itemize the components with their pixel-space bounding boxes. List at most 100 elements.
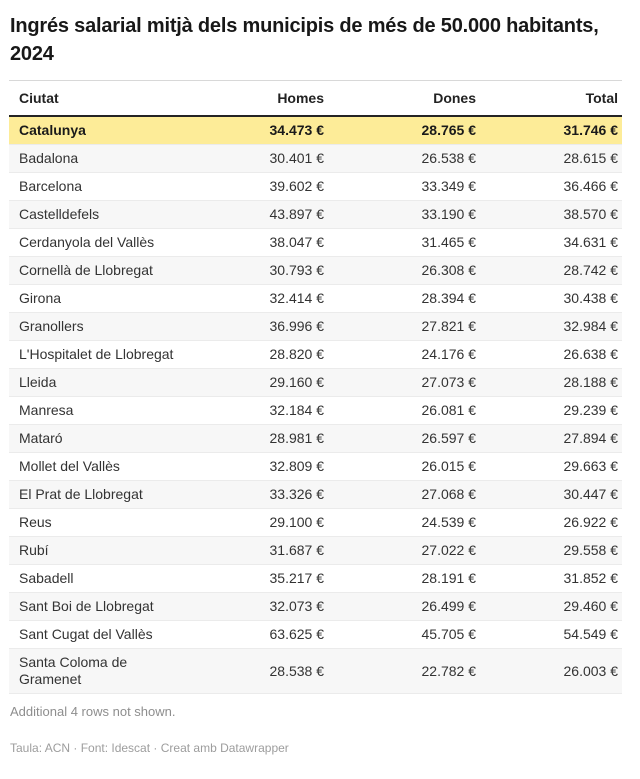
cell-homes: 28.981 €: [184, 424, 328, 453]
cell-homes: 35.217 €: [184, 564, 328, 593]
cell-city: Manresa: [9, 396, 184, 425]
cell-homes: 34.473 €: [184, 116, 328, 145]
table-row: Girona 32.414 €28.394 €30.438 €: [9, 284, 622, 313]
cell-homes: 38.047 €: [184, 228, 328, 257]
table-row: Sabadell 35.217 €28.191 €31.852 €: [9, 564, 622, 593]
table-row: Cerdanyola del Vallès 38.047 €31.465 €34.…: [9, 228, 622, 257]
cell-homes: 30.793 €: [184, 256, 328, 285]
table-row: Badalona 30.401 €26.538 €28.615 €: [9, 144, 622, 173]
cell-city: Sant Cugat del Vallès: [9, 620, 184, 649]
cell-city: Badalona: [9, 144, 184, 173]
cell-homes: 63.625 €: [184, 620, 328, 649]
cell-total: 32.984 €: [480, 312, 622, 341]
cell-dones: 24.539 €: [328, 508, 480, 537]
cell-dones: 28.765 €: [328, 116, 480, 145]
cell-dones: 28.191 €: [328, 564, 480, 593]
cell-city: Rubí: [9, 536, 184, 565]
table-row: Rubí 31.687 €27.022 €29.558 €: [9, 536, 622, 565]
cell-city: Cornellà de Llobregat: [9, 256, 184, 285]
cell-homes: 32.414 €: [184, 284, 328, 313]
cell-city: Mataró: [9, 424, 184, 453]
cell-dones: 28.394 €: [328, 284, 480, 313]
table-row: Mollet del Vallès 32.809 €26.015 €29.663 …: [9, 452, 622, 481]
table-row: Reus 29.100 €24.539 €26.922 €: [9, 508, 622, 537]
rows-not-shown-note: Additional 4 rows not shown.: [10, 704, 176, 719]
table-row: Cornellà de Llobregat 30.793 €26.308 €28.…: [9, 256, 622, 285]
cell-total: 30.447 €: [480, 480, 622, 509]
cell-homes: 33.326 €: [184, 480, 328, 509]
cell-dones: 26.015 €: [328, 452, 480, 481]
table-row: Castelldefels 43.897 €33.190 €38.570 €: [9, 200, 622, 229]
cell-dones: 27.022 €: [328, 536, 480, 565]
cell-total: 26.638 €: [480, 340, 622, 369]
cell-city: Granollers: [9, 312, 184, 341]
cell-dones: 22.782 €: [328, 648, 480, 694]
cell-dones: 33.190 €: [328, 200, 480, 229]
attribution-footer: Taula: ACN · Font: Idescat · Creat amb D…: [10, 741, 289, 755]
cell-dones: 45.705 €: [328, 620, 480, 649]
cell-dones: 27.073 €: [328, 368, 480, 397]
table-row: Manresa 32.184 €26.081 €29.239 €: [9, 396, 622, 425]
cell-city: El Prat de Llobregat: [9, 480, 184, 509]
cell-total: 38.570 €: [480, 200, 622, 229]
cell-total: 29.239 €: [480, 396, 622, 425]
table-row: Barcelona 39.602 €33.349 €36.466 €: [9, 172, 622, 201]
cell-homes: 28.538 €: [184, 648, 328, 694]
cell-homes: 36.996 €: [184, 312, 328, 341]
col-header-total: Total: [480, 80, 622, 117]
cell-homes: 29.100 €: [184, 508, 328, 537]
cell-city: Lleida: [9, 368, 184, 397]
cell-total: 34.631 €: [480, 228, 622, 257]
col-header-homes: Homes: [184, 80, 328, 117]
cell-dones: 26.081 €: [328, 396, 480, 425]
cell-dones: 27.821 €: [328, 312, 480, 341]
col-header-ciutat: Ciutat: [9, 80, 184, 117]
table-row: Sant Boi de Llobregat 32.073 €26.499 €29.…: [9, 592, 622, 621]
col-header-dones: Dones: [328, 80, 480, 117]
cell-city: Reus: [9, 508, 184, 537]
cell-city: Cerdanyola del Vallès: [9, 228, 184, 257]
cell-homes: 30.401 €: [184, 144, 328, 173]
cell-total: 28.615 €: [480, 144, 622, 173]
table-row: Sant Cugat del Vallès 63.625 €45.705 €54.…: [9, 620, 622, 649]
cell-total: 27.894 €: [480, 424, 622, 453]
cell-total: 26.003 €: [480, 648, 622, 694]
cell-dones: 27.068 €: [328, 480, 480, 509]
cell-city: Girona: [9, 284, 184, 313]
cell-total: 31.852 €: [480, 564, 622, 593]
cell-city: Catalunya: [9, 116, 184, 145]
table-row: Catalunya 34.473 €28.765 €31.746 €: [9, 116, 622, 145]
cell-dones: 26.499 €: [328, 592, 480, 621]
cell-total: 29.558 €: [480, 536, 622, 565]
cell-homes: 28.820 €: [184, 340, 328, 369]
cell-dones: 24.176 €: [328, 340, 480, 369]
cell-city: Castelldefels: [9, 200, 184, 229]
cell-total: 28.742 €: [480, 256, 622, 285]
cell-dones: 26.538 €: [328, 144, 480, 173]
cell-homes: 29.160 €: [184, 368, 328, 397]
cell-homes: 32.073 €: [184, 592, 328, 621]
cell-city: Mollet del Vallès: [9, 452, 184, 481]
table-row: El Prat de Llobregat 33.326 €27.068 €30.4…: [9, 480, 622, 509]
cell-total: 29.663 €: [480, 452, 622, 481]
table-row: Mataró 28.981 €26.597 €27.894 €: [9, 424, 622, 453]
cell-city: Sabadell: [9, 564, 184, 593]
cell-city: Santa Coloma de Gramenet: [9, 648, 184, 694]
table-row: Granollers 36.996 €27.821 €32.984 €: [9, 312, 622, 341]
cell-city: L'Hospitalet de Llobregat: [9, 340, 184, 369]
cell-total: 29.460 €: [480, 592, 622, 621]
cell-total: 31.746 €: [480, 116, 622, 145]
salary-table: Ciutat Homes Dones Total Catalunya 34.473…: [9, 80, 622, 694]
cell-total: 30.438 €: [480, 284, 622, 313]
cell-homes: 32.184 €: [184, 396, 328, 425]
cell-dones: 26.597 €: [328, 424, 480, 453]
cell-dones: 26.308 €: [328, 256, 480, 285]
table-row: L'Hospitalet de Llobregat 28.820 €24.176 …: [9, 340, 622, 369]
cell-homes: 43.897 €: [184, 200, 328, 229]
table-body: Catalunya 34.473 €28.765 €31.746 € Badalon…: [9, 116, 622, 694]
table-row: Santa Coloma de Gramenet 28.538 €22.782 €…: [9, 648, 622, 694]
cell-city: Sant Boi de Llobregat: [9, 592, 184, 621]
cell-dones: 31.465 €: [328, 228, 480, 257]
cell-homes: 32.809 €: [184, 452, 328, 481]
